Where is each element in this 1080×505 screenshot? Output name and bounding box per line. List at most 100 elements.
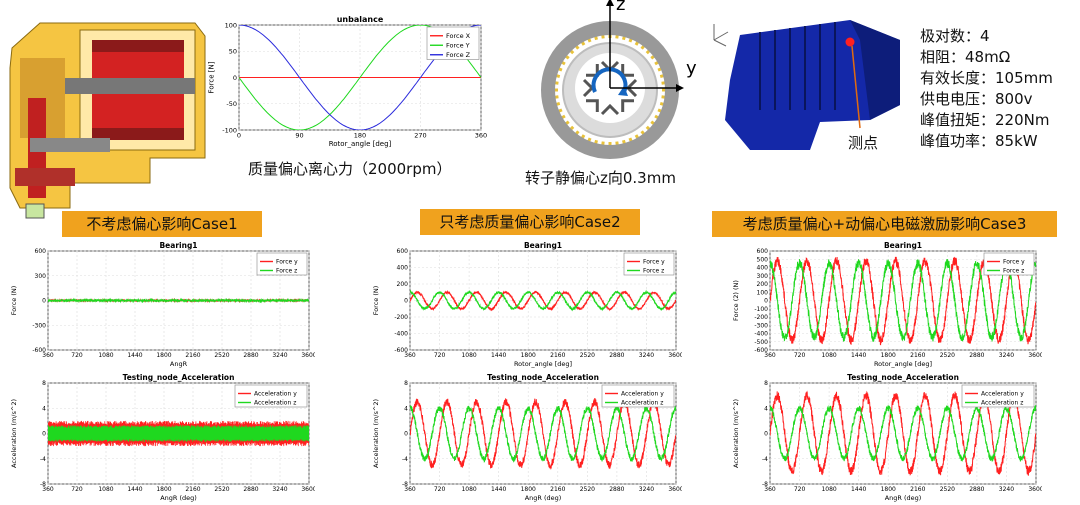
x-tick-label: 360	[404, 486, 416, 493]
y-axis-label: Acceleration (m/s^2)	[10, 399, 18, 468]
x-tick-label: 2880	[969, 486, 984, 493]
x-tick-label: 180	[354, 132, 366, 140]
x-tick-label: 360	[42, 486, 54, 493]
x-tick-label: 1800	[521, 486, 536, 493]
x-axis-label: AngR (deg)	[885, 494, 922, 502]
x-tick-label: 2880	[609, 486, 624, 493]
x-tick-label: 1800	[881, 486, 896, 493]
spec-peak-power: 峰值功率：85kW	[920, 132, 1038, 150]
case3-label: 考虑质量偏心+动偏心电磁激励影响Case3	[712, 211, 1057, 237]
x-tick-label: 1440	[127, 486, 142, 493]
series-line-2	[410, 289, 676, 312]
y-tick-label: -400	[394, 331, 408, 338]
y-tick-label: 0	[764, 431, 768, 438]
x-tick-label: 720	[71, 352, 83, 359]
y-tick-label: 4	[764, 405, 768, 412]
case1-bearing-chart: Bearing1 360 720 1080 1440 1800 2160 2520 2880 32…	[10, 241, 315, 368]
y-axis-label: Force (2) (N)	[732, 280, 740, 321]
y-axis-label: Force (N)	[10, 286, 18, 316]
x-tick-label: 3600	[301, 352, 315, 359]
motor-3d-render	[713, 20, 900, 150]
y-tick-label: 0	[233, 74, 237, 82]
y-tick-label: 0	[764, 298, 768, 305]
y-tick-label: -50	[226, 100, 237, 108]
y-tick-label: 0	[42, 431, 46, 438]
x-tick-label: 2520	[940, 352, 955, 359]
x-axis-label: Rotor_angle [deg]	[329, 140, 392, 148]
x-tick-label: 1800	[521, 352, 536, 359]
spec-pole-pairs: 极对数：4	[920, 27, 990, 45]
case1-acceleration-chart: Testing_node_Acceleration 360 720 1080 1440 1…	[10, 373, 315, 502]
x-tick-label: 3240	[272, 352, 287, 359]
legend-label: Acceleration y	[254, 391, 297, 398]
x-tick-label: 2160	[910, 486, 925, 493]
x-tick-label: 1080	[98, 352, 113, 359]
legend-box	[601, 384, 675, 408]
x-axis-label: AngR (deg)	[160, 494, 197, 502]
x-tick-label: 360	[764, 352, 776, 359]
series-line-2	[48, 297, 309, 304]
y-tick-label: -8	[40, 481, 46, 488]
y-tick-label: 400	[757, 265, 769, 272]
series-line-1	[410, 398, 676, 470]
series-line-1	[770, 256, 1036, 346]
y-tick-label: 100	[225, 21, 237, 29]
x-tick-label: 2520	[580, 486, 595, 493]
x-tick-label: 1800	[881, 352, 896, 359]
y-tick-label: 100	[757, 289, 769, 296]
y-tick-label: 0	[42, 298, 46, 305]
series-line-1	[770, 390, 1036, 476]
y-tick-label: -200	[754, 314, 768, 321]
x-tick-label: 1080	[821, 352, 836, 359]
chart-title: Testing_node_Acceleration	[123, 373, 235, 382]
caption-rotor-offset: 转子静偏心z向0.3mm	[525, 169, 676, 187]
x-tick-label: 0	[237, 132, 241, 140]
x-tick-label: 2160	[550, 486, 565, 493]
y-tick-label: 400	[397, 265, 409, 272]
y-tick-label: -600	[394, 347, 408, 354]
y-axis-label: Acceleration (m/s^2)	[732, 399, 740, 468]
y-tick-label: 300	[35, 273, 47, 280]
x-tick-label: 3240	[272, 486, 287, 493]
legend-label: Force z	[1003, 268, 1024, 275]
x-tick-label: 3240	[999, 352, 1014, 359]
case2-label: 只考虑质量偏心影响Case2	[420, 209, 640, 235]
y-tick-label: 50	[229, 48, 237, 56]
y-tick-label: -100	[754, 306, 768, 313]
x-tick-label: 1440	[127, 352, 142, 359]
series-line-2	[770, 259, 1036, 343]
x-tick-label: 3600	[668, 352, 682, 359]
y-tick-label: 0	[404, 431, 408, 438]
x-tick-label: 2520	[940, 486, 955, 493]
case3-acceleration-chart: Testing_node_Acceleration 360 720 1080 1440 1…	[732, 373, 1042, 502]
rotor-eccentric-diagram	[541, 0, 684, 159]
legend-label: Acceleration y	[621, 391, 664, 398]
x-tick-label: 90	[295, 132, 303, 140]
x-tick-label: 2880	[243, 352, 258, 359]
series-line-2	[410, 404, 676, 463]
caption-unbalance-force: 质量偏心离心力（2000rpm）	[248, 160, 452, 178]
x-tick-label: 1080	[461, 486, 476, 493]
y-tick-label: 600	[397, 248, 409, 255]
x-tick-label: 3600	[301, 486, 315, 493]
case3-bearing-chart: Bearing1 360 720 1080 1440 1800 2160 2520 2880 32…	[732, 241, 1042, 368]
y-tick-label: -8	[402, 481, 408, 488]
series-line-1	[410, 289, 676, 312]
y-tick-label: -4	[40, 456, 46, 463]
y-tick-label: -600	[32, 347, 46, 354]
case2-bearing-chart: Bearing1 360 720 1080 1440 1800 2160 2520 2880 32…	[372, 241, 682, 368]
y-tick-label: -500	[754, 339, 768, 346]
x-tick-label: 1800	[156, 486, 171, 493]
legend-box	[256, 252, 308, 276]
x-tick-label: 2160	[910, 352, 925, 359]
spec-peak-torque: 峰值扭矩：220Nm	[920, 111, 1050, 129]
x-tick-label: 1080	[821, 486, 836, 493]
x-tick-label: 270	[414, 132, 426, 140]
y-tick-label: -600	[754, 347, 768, 354]
x-axis-label: AngR (deg)	[525, 494, 562, 502]
chart-title: Bearing1	[884, 241, 922, 250]
legend-label: Acceleration z	[981, 400, 1023, 407]
legend-box	[234, 384, 308, 408]
chart-title: Bearing1	[524, 241, 562, 250]
x-tick-label: 1800	[156, 352, 171, 359]
